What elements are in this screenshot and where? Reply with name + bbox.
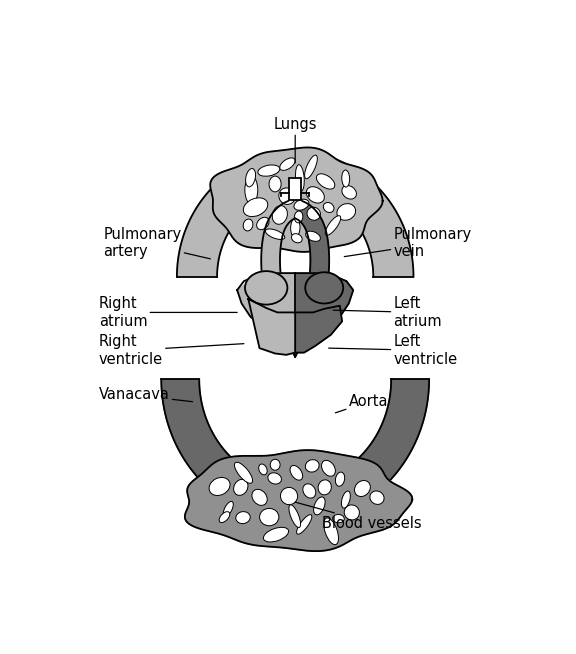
FancyBboxPatch shape [289,178,301,200]
Text: Aorta: Aorta [335,394,388,413]
Ellipse shape [295,165,304,192]
Ellipse shape [294,199,309,210]
Ellipse shape [258,165,280,176]
Ellipse shape [337,203,355,220]
Ellipse shape [325,216,340,235]
Ellipse shape [318,480,331,495]
Text: Left
ventricle: Left ventricle [329,334,457,366]
Ellipse shape [263,527,289,542]
Ellipse shape [305,155,317,179]
Ellipse shape [305,460,319,472]
Ellipse shape [297,515,312,534]
Ellipse shape [313,497,325,515]
Polygon shape [161,379,429,522]
Ellipse shape [281,487,298,505]
Ellipse shape [243,219,253,231]
Ellipse shape [243,198,268,216]
Ellipse shape [294,211,303,223]
Ellipse shape [323,203,334,213]
Ellipse shape [257,217,269,230]
Text: Right
atrium: Right atrium [99,296,237,328]
Text: Right
ventricle: Right ventricle [99,334,244,366]
Ellipse shape [260,508,279,526]
Ellipse shape [280,158,295,171]
Polygon shape [237,273,295,357]
Ellipse shape [289,505,301,528]
Ellipse shape [324,518,339,545]
Ellipse shape [370,491,384,504]
Text: Pulmonary
artery: Pulmonary artery [103,227,210,260]
Ellipse shape [245,176,258,204]
Ellipse shape [332,515,344,523]
Text: Left
atrium: Left atrium [333,296,442,328]
Text: Blood vessels: Blood vessels [295,502,422,530]
Ellipse shape [259,464,267,475]
Polygon shape [210,147,382,252]
Ellipse shape [245,271,287,305]
Ellipse shape [344,505,359,520]
Polygon shape [295,305,342,353]
Ellipse shape [272,205,287,224]
Ellipse shape [268,473,282,484]
Ellipse shape [342,186,357,199]
Ellipse shape [245,169,256,187]
Ellipse shape [303,484,316,498]
Text: Vanacava: Vanacava [99,388,192,402]
Ellipse shape [234,462,253,483]
Ellipse shape [236,511,250,524]
Ellipse shape [234,479,248,495]
Ellipse shape [279,188,295,205]
Ellipse shape [335,472,344,486]
Ellipse shape [252,489,267,506]
Polygon shape [185,450,412,551]
Ellipse shape [266,229,285,239]
Ellipse shape [321,460,335,476]
Ellipse shape [269,176,281,192]
Ellipse shape [291,218,300,237]
Ellipse shape [354,481,370,496]
Polygon shape [295,201,329,289]
Ellipse shape [307,207,320,220]
Ellipse shape [209,477,230,496]
Ellipse shape [291,233,302,243]
Ellipse shape [306,186,324,203]
Ellipse shape [342,491,350,508]
Text: Pulmonary
vein: Pulmonary vein [344,227,472,260]
Ellipse shape [305,272,343,303]
Polygon shape [295,273,353,357]
Ellipse shape [316,174,335,189]
Ellipse shape [223,502,233,517]
Polygon shape [177,152,414,277]
Ellipse shape [342,170,350,187]
Ellipse shape [306,231,320,241]
Ellipse shape [219,511,230,523]
Polygon shape [248,299,295,355]
Ellipse shape [290,466,302,480]
Polygon shape [262,201,295,289]
Ellipse shape [270,459,280,470]
Text: Lungs: Lungs [274,118,317,163]
